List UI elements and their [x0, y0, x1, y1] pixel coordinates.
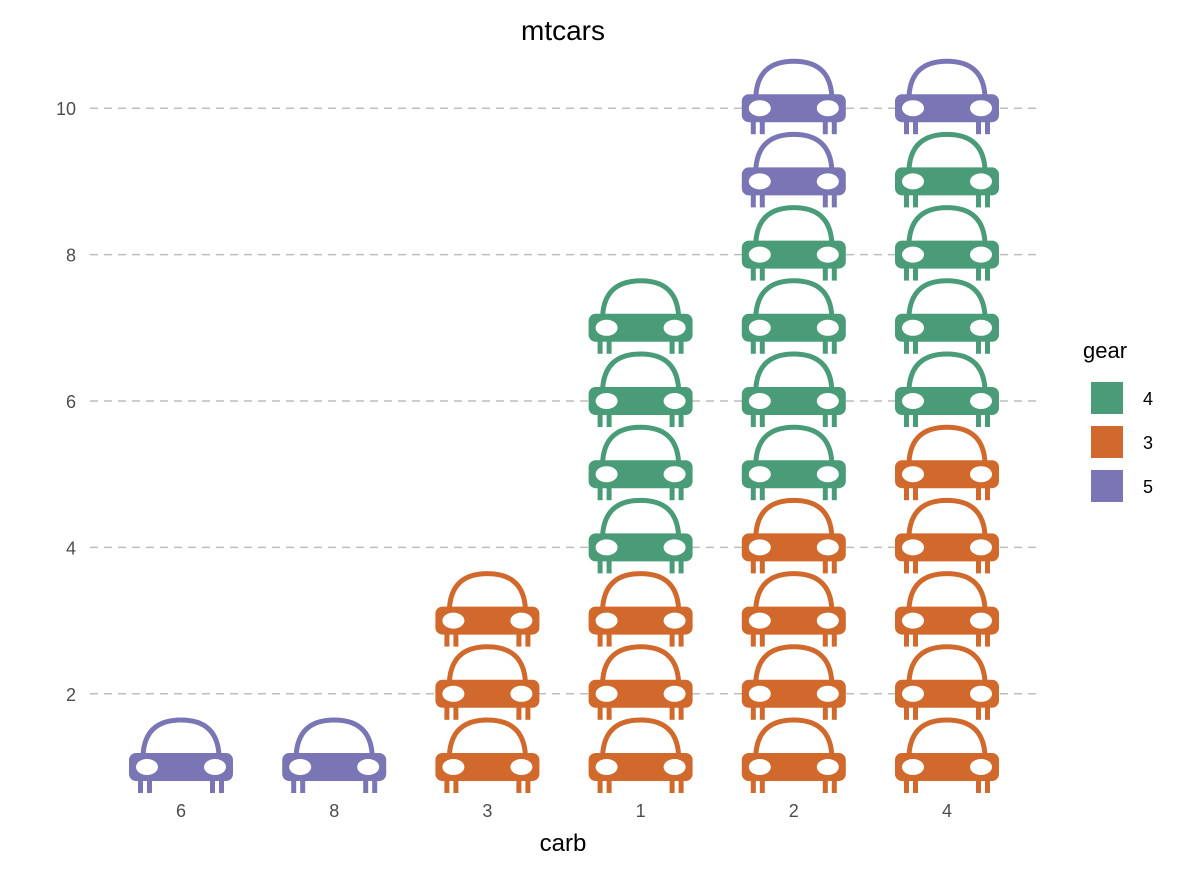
column-4	[895, 58, 999, 793]
car-icon	[895, 131, 999, 208]
car-icon	[588, 717, 693, 793]
car-icon	[588, 351, 693, 427]
legend-items: 4 3 5	[1091, 382, 1153, 502]
legend-label: 4	[1143, 389, 1153, 409]
column-2	[741, 58, 846, 793]
x-tick-label: 3	[482, 801, 492, 821]
legend-title: gear	[1083, 338, 1127, 363]
car-icon	[895, 58, 999, 135]
car-icon	[588, 278, 693, 354]
car-icon	[588, 424, 693, 501]
x-axis-title: carb	[540, 830, 587, 857]
y-tick-label: 6	[66, 392, 76, 412]
car-icon	[895, 644, 999, 720]
x-axis-ticks: 6 8 3 1 2 4	[176, 801, 952, 821]
car-icon	[588, 644, 693, 720]
x-tick-label: 2	[789, 801, 799, 821]
car-icon	[895, 571, 999, 647]
y-tick-label: 10	[56, 99, 76, 119]
column-6	[129, 717, 233, 793]
x-tick-label: 4	[942, 801, 952, 821]
car-icon	[741, 424, 846, 501]
y-axis-ticks: 2 4 6 8 10	[56, 99, 76, 705]
car-icon	[895, 351, 999, 427]
car-icon	[435, 571, 540, 647]
car-icon	[741, 497, 846, 574]
car-icon	[895, 205, 999, 281]
car-icon	[435, 717, 540, 793]
y-tick-label: 2	[66, 685, 76, 705]
car-icon	[435, 644, 540, 720]
legend: gear 4 3 5	[1083, 338, 1153, 502]
pictogram-icons	[129, 58, 999, 793]
x-tick-label: 1	[636, 801, 646, 821]
car-icon	[741, 351, 846, 427]
car-icon	[741, 131, 846, 208]
y-tick-label: 4	[66, 538, 76, 558]
chart-title: mtcars	[521, 15, 605, 46]
car-icon	[741, 58, 846, 135]
car-icon	[895, 717, 999, 793]
car-icon	[741, 278, 846, 354]
legend-label: 3	[1143, 433, 1153, 453]
x-tick-label: 8	[329, 801, 339, 821]
legend-swatch	[1091, 382, 1123, 414]
legend-swatch	[1091, 470, 1123, 502]
car-icon	[588, 497, 693, 574]
column-8	[282, 717, 387, 793]
column-1	[588, 278, 693, 793]
car-icon	[282, 717, 387, 793]
car-icon	[741, 205, 846, 281]
car-icon	[895, 278, 999, 354]
car-icon	[895, 497, 999, 574]
car-icon	[741, 644, 846, 720]
y-tick-label: 8	[66, 246, 76, 266]
car-icon	[741, 717, 846, 793]
car-icon	[588, 571, 693, 647]
x-tick-label: 6	[176, 801, 186, 821]
car-icon	[129, 717, 233, 793]
car-icon	[895, 424, 999, 501]
legend-label: 5	[1143, 477, 1153, 497]
column-3	[435, 571, 540, 793]
legend-swatch	[1091, 426, 1123, 458]
gridlines	[90, 107, 1040, 695]
car-icon	[741, 571, 846, 647]
